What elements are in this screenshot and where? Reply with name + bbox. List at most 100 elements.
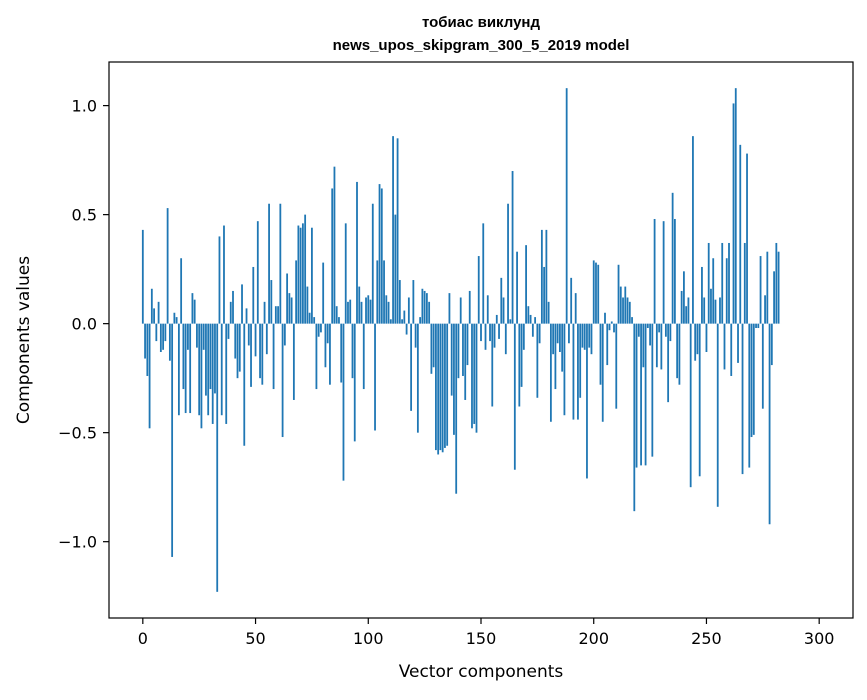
bar-45	[243, 324, 245, 446]
bar-251	[708, 243, 710, 324]
bar-249	[703, 297, 705, 323]
bar-77	[316, 324, 318, 389]
bar-72	[304, 215, 306, 324]
bar-159	[500, 278, 502, 324]
x-tick-label: 150	[466, 629, 497, 648]
bar-104	[376, 260, 378, 323]
bar-24	[196, 324, 198, 348]
y-tick-label: 1.0	[72, 97, 97, 116]
bar-18	[183, 324, 185, 389]
bar-154	[489, 324, 491, 341]
bar-133	[442, 324, 444, 453]
bar-170	[525, 245, 527, 323]
bar-171	[527, 306, 529, 323]
bar-71	[302, 223, 304, 323]
bar-221	[640, 324, 642, 466]
bar-238	[679, 324, 681, 385]
bar-189	[568, 324, 570, 344]
bar-76	[313, 317, 315, 324]
bar-264	[737, 324, 739, 363]
bar-118	[408, 297, 410, 323]
bar-228	[656, 324, 658, 368]
bar-217	[631, 317, 633, 324]
bar-232	[665, 324, 667, 337]
bar-227	[654, 219, 656, 324]
bar-82	[327, 324, 329, 344]
bar-87	[338, 317, 340, 324]
bar-56	[268, 204, 270, 324]
bar-210	[615, 324, 617, 409]
bar-262	[733, 103, 735, 323]
bar-131	[437, 324, 439, 455]
bar-108	[385, 295, 387, 323]
bar-195	[582, 324, 584, 348]
x-tick-label: 300	[804, 629, 835, 648]
bar-74	[309, 313, 311, 324]
bar-215	[627, 297, 629, 323]
bar-109	[388, 302, 390, 324]
bar-1	[144, 324, 146, 359]
bar-139	[455, 324, 457, 494]
y-tick-label: 0.0	[72, 315, 97, 334]
bar-30	[210, 324, 212, 389]
bar-178	[543, 267, 545, 324]
bar-15	[176, 317, 178, 324]
bar-280	[773, 271, 775, 323]
bar-150	[480, 324, 482, 341]
bar-244	[692, 136, 694, 324]
bar-63	[284, 324, 286, 346]
bar-14	[173, 313, 175, 324]
bar-197	[586, 324, 588, 479]
bar-98	[363, 324, 365, 389]
bar-242	[688, 297, 690, 323]
bar-86	[336, 306, 338, 323]
bar-26	[201, 324, 203, 429]
bar-97	[361, 302, 363, 324]
bar-61	[279, 204, 281, 324]
bar-181	[550, 324, 552, 422]
bar-220	[638, 324, 640, 337]
x-axis-label: Vector components	[399, 662, 564, 682]
bar-272	[755, 324, 757, 328]
x-tick-label: 100	[353, 629, 384, 648]
bar-28	[205, 324, 207, 396]
bar-21	[189, 324, 191, 413]
bar-183	[555, 324, 557, 389]
bar-36	[223, 226, 225, 324]
bar-130	[435, 324, 437, 450]
bar-203	[600, 324, 602, 385]
bar-241	[685, 306, 687, 323]
bar-161	[505, 324, 507, 355]
bar-89	[343, 324, 345, 481]
bar-27	[203, 324, 205, 350]
bar-90	[345, 223, 347, 323]
bar-19	[185, 324, 187, 413]
bar-148	[476, 324, 478, 433]
bar-252	[710, 289, 712, 324]
bar-39	[230, 302, 232, 324]
bar-263	[735, 88, 737, 323]
bar-102	[372, 204, 374, 324]
bar-37	[225, 324, 227, 424]
bar-29	[207, 324, 209, 416]
bar-255	[717, 324, 719, 507]
bar-8	[160, 324, 162, 352]
bar-132	[440, 324, 442, 450]
bar-119	[410, 324, 412, 411]
bar-167	[518, 324, 520, 407]
bar-276	[764, 295, 766, 323]
y-axis: −1.0−0.50.00.51.0	[58, 97, 109, 552]
bar-5	[153, 308, 155, 323]
bar-43	[239, 324, 241, 372]
bar-66	[291, 297, 293, 323]
bar-17	[180, 258, 182, 323]
bar-226	[651, 324, 653, 457]
bar-185	[559, 324, 561, 352]
bar-116	[403, 311, 405, 324]
bar-7	[158, 302, 160, 324]
bar-265	[739, 145, 741, 324]
bar-196	[584, 324, 586, 350]
bar-70	[300, 228, 302, 324]
bar-273	[757, 324, 759, 328]
bar-22	[192, 293, 194, 324]
